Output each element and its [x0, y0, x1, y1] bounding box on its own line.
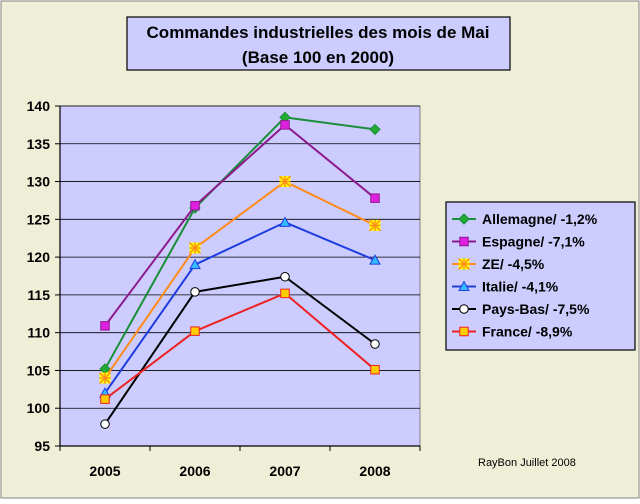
series-5 — [100, 272, 380, 429]
data-point — [99, 372, 111, 384]
legend-marker — [458, 280, 470, 291]
series-line — [104, 116, 376, 370]
y-tick-label: 130 — [27, 174, 51, 190]
y-tick-label: 140 — [27, 98, 51, 114]
data-point — [369, 123, 381, 136]
data-point — [279, 216, 291, 227]
x-tick-label: 2005 — [89, 463, 120, 479]
y-tick-label: 100 — [27, 400, 51, 416]
legend: Allemagne/ -1,2% Espagne/ -7,1% ZE/ -4,5% I… — [445, 201, 636, 351]
series-2 — [100, 120, 380, 331]
series-line — [104, 221, 376, 394]
series-6 — [100, 288, 380, 404]
series-line — [104, 180, 376, 379]
credit-text: RayBon Juillet 2008 — [478, 457, 576, 469]
legend-marker — [459, 304, 469, 314]
legend-item: Pays-Bas/ -7,5% — [452, 301, 590, 317]
data-point — [189, 242, 201, 255]
chart-subtitle: (Base 100 en 2000) — [242, 48, 394, 67]
x-tick-label: 2008 — [359, 463, 390, 479]
legend-marker — [459, 236, 469, 247]
y-tick-label: 115 — [27, 287, 50, 303]
legend-marker — [458, 213, 470, 225]
title-frame — [126, 16, 511, 71]
data-point — [100, 394, 110, 404]
data-point — [100, 419, 110, 429]
series-line — [104, 292, 376, 400]
data-point — [100, 321, 110, 331]
legend-label: Espagne/ -7,1% — [482, 234, 585, 250]
legend-item: Italie/ -4,1% — [452, 279, 559, 295]
data-point — [189, 258, 201, 270]
axes: 95 100 105 110 115 120 125 130 135 140 2005 2006 200… — [27, 98, 421, 479]
chart-title: Commandes industrielles des mois de Mai — [147, 23, 490, 42]
legend-label: ZE/ -4,5% — [482, 256, 545, 272]
series-line — [104, 123, 376, 327]
data-point — [369, 219, 381, 232]
plot-area — [59, 105, 421, 447]
data-point — [369, 254, 381, 265]
y-tick-label: 125 — [27, 211, 51, 227]
data-point — [370, 339, 380, 349]
legend-label: France/ -8,9% — [482, 324, 573, 340]
legend-item: ZE/ -4,5% — [452, 256, 545, 272]
legend-marker — [458, 258, 470, 270]
legend-label: Pays-Bas/ -7,5% — [482, 301, 590, 317]
series-line — [104, 275, 376, 425]
data-point — [190, 200, 200, 211]
data-point — [280, 288, 290, 299]
series-3 — [99, 175, 381, 384]
x-tick-label: 2007 — [269, 463, 300, 479]
data-point — [370, 193, 380, 203]
legend-item: Espagne/ -7,1% — [452, 234, 585, 250]
data-point — [279, 175, 291, 188]
y-tick-label: 120 — [27, 249, 51, 265]
title-box: Commandes industrielles des mois de Mai … — [126, 16, 511, 71]
y-tick-label: 110 — [27, 325, 50, 341]
plot-background — [59, 105, 421, 447]
y-tick-label: 105 — [27, 362, 51, 378]
y-tick-label: 95 — [34, 438, 50, 454]
data-point — [280, 272, 290, 282]
data-point — [190, 287, 200, 297]
legend-item: Allemagne/ -1,2% — [452, 211, 598, 227]
x-tick-label: 2006 — [179, 463, 210, 479]
legend-frame — [445, 201, 636, 351]
legend-label: Italie/ -4,1% — [482, 279, 559, 295]
legend-label: Allemagne/ -1,2% — [482, 211, 598, 227]
legend-marker — [459, 326, 469, 337]
y-tick-label: 135 — [27, 136, 51, 152]
series-group — [99, 111, 381, 429]
data-point — [370, 364, 380, 375]
data-point — [190, 326, 200, 336]
series-1 — [99, 111, 381, 375]
data-point — [280, 120, 290, 130]
legend-item: France/ -8,9% — [452, 324, 573, 340]
